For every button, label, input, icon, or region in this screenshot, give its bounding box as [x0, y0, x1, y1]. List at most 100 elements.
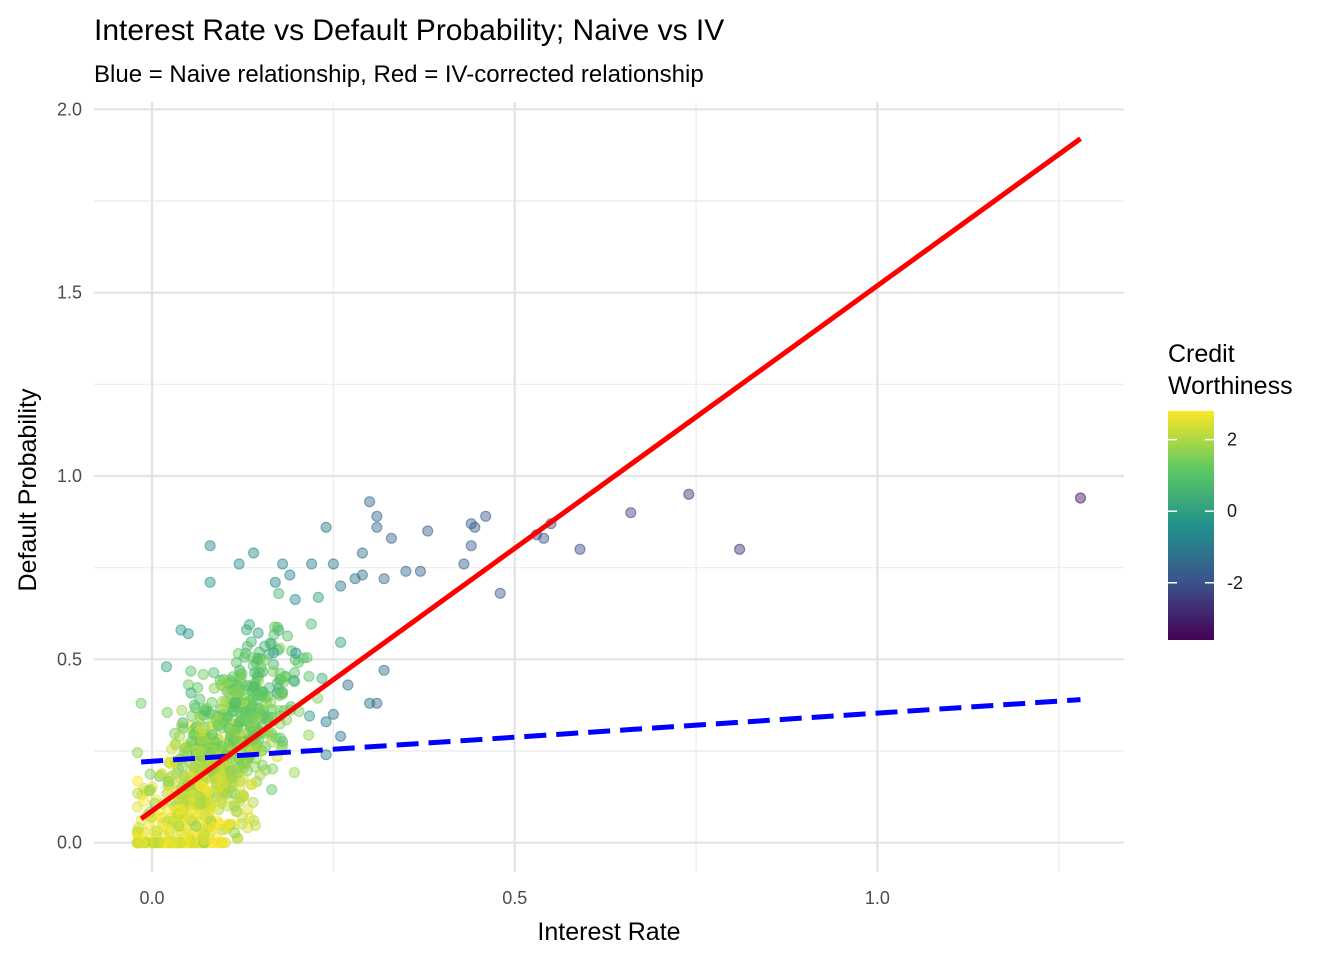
scatter-point	[327, 708, 339, 720]
scatter-point	[303, 729, 315, 741]
scatter-point	[267, 665, 279, 678]
scatter-point	[232, 832, 244, 844]
scatter-point	[574, 543, 586, 555]
colorbar	[1168, 411, 1214, 640]
y-axis-ticks: 0.0 0.5 1.0 1.5 2.0	[57, 99, 82, 852]
scatter-point	[197, 668, 209, 681]
scatter-point	[131, 837, 144, 849]
scatter-point	[458, 558, 470, 570]
scatter-point	[320, 521, 332, 533]
scatter-point	[264, 637, 276, 649]
scatter-point	[175, 720, 188, 732]
colorbar-tick-label: 0	[1227, 501, 1237, 521]
scatter-point	[186, 786, 198, 798]
scatter-point	[243, 618, 255, 631]
scatter-point	[155, 768, 167, 781]
legend-title-line-1: Credit	[1168, 340, 1235, 368]
scatter-point	[378, 573, 390, 585]
scatter-point	[202, 785, 214, 797]
scatter-point	[173, 820, 185, 832]
scatter-point	[289, 593, 301, 606]
scatter-point	[249, 819, 262, 832]
scatter-point	[174, 804, 186, 816]
scatter-point	[400, 565, 412, 577]
scatter-point	[165, 837, 177, 849]
scatter-point	[269, 576, 281, 588]
scatter-point	[151, 825, 163, 837]
scatter-point	[176, 704, 188, 717]
scatter-point	[240, 624, 253, 636]
iv-fit-line	[139, 136, 1082, 821]
scatter-point	[138, 795, 150, 807]
scatter-point	[244, 703, 256, 716]
chart-title: Interest Rate vs Default Probability; Na…	[94, 14, 724, 47]
scatter-point	[204, 576, 216, 588]
scatter-point	[227, 671, 239, 683]
scatter-point	[192, 745, 204, 757]
scatter-point	[356, 569, 368, 581]
scatter-point	[208, 682, 220, 694]
scatter-point	[281, 630, 294, 642]
scatter-point	[242, 803, 254, 815]
scatter-point	[235, 672, 247, 684]
y-tick-label: 1.5	[57, 283, 82, 303]
scatter-point	[494, 587, 506, 599]
scatter-point	[236, 668, 248, 680]
scatter-point	[303, 670, 315, 683]
scatter-point	[189, 702, 201, 714]
scatter-point	[148, 837, 160, 849]
scatter-point	[223, 760, 235, 773]
scatter-point	[356, 547, 368, 559]
y-tick-label: 1.0	[57, 466, 82, 486]
scatter-point	[244, 711, 256, 723]
scatter-point	[217, 777, 229, 789]
scatter-point	[316, 672, 328, 684]
scatter-point	[248, 547, 260, 559]
scatter-point	[320, 716, 332, 728]
x-tick-label: 1.0	[865, 888, 890, 908]
scatter-point	[297, 652, 309, 664]
scatter-point	[131, 775, 144, 787]
scatter-point	[212, 719, 224, 731]
scatter-point	[278, 676, 290, 688]
scatter-point	[221, 788, 233, 800]
scatter-point	[166, 743, 178, 755]
scatter-point	[465, 540, 477, 552]
scatter-point	[221, 821, 234, 833]
scatter-point	[179, 770, 191, 782]
scatter-point	[288, 674, 300, 687]
scatter-point	[200, 705, 212, 717]
scatter-point	[277, 558, 289, 570]
scatter-point	[133, 821, 145, 834]
scatter-point	[327, 558, 339, 570]
scatter-point	[161, 706, 173, 719]
scatter-point	[198, 837, 210, 849]
legend-title-line-2: Worthiness	[1168, 372, 1293, 400]
scatter-point	[538, 532, 550, 544]
scatter-point	[215, 771, 227, 783]
scatter-point	[246, 651, 258, 664]
scatter-point	[371, 521, 383, 533]
scatter-point	[342, 679, 354, 691]
scatter-point	[273, 689, 285, 702]
scatter-point	[241, 640, 253, 653]
scatter-point	[385, 532, 397, 544]
colorbar-tick-label: 2	[1227, 430, 1237, 450]
scatter-point	[195, 745, 207, 757]
scatter-point	[273, 587, 285, 600]
scatter-point	[238, 651, 251, 664]
x-axis-ticks: 0.0 0.5 1.0	[140, 888, 890, 908]
color-legend: Credit Worthiness 2 0 -2	[1168, 340, 1293, 640]
scatter-point	[199, 810, 211, 822]
scatter-point	[246, 778, 258, 790]
scatter-point	[245, 680, 257, 693]
scatter-point	[232, 686, 244, 698]
scatter-point	[135, 697, 147, 709]
scatter-point	[371, 510, 383, 522]
scatter-point	[150, 794, 162, 806]
scatter-point	[252, 627, 264, 639]
scatter-point	[221, 712, 233, 724]
scatter-point	[163, 778, 175, 790]
scatter-point	[364, 496, 376, 508]
scatter-point	[254, 769, 266, 781]
